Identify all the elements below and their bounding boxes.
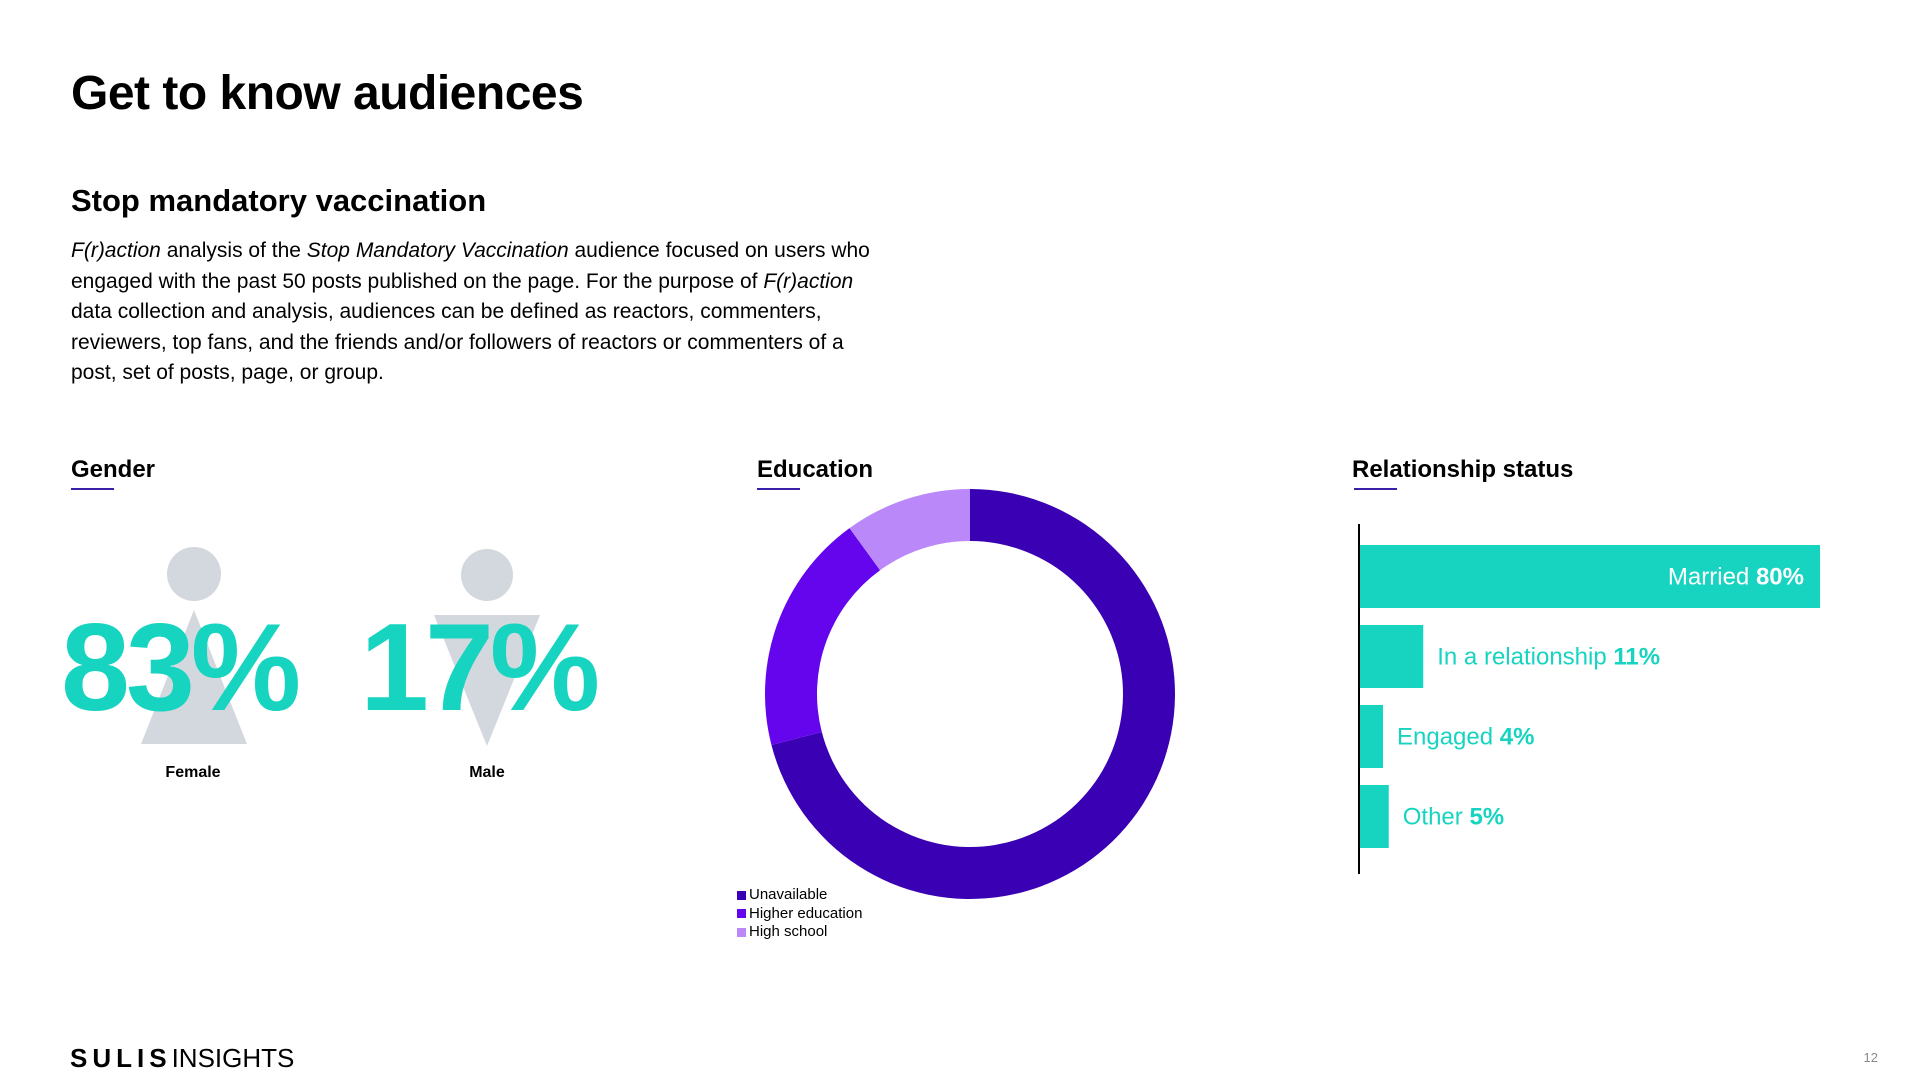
- description-part-2: analysis of the: [160, 239, 307, 262]
- description-fraction-2: F(r)action: [763, 269, 854, 293]
- legend-item-unavailable: Unavailable: [737, 886, 862, 905]
- female-figure-icon: [141, 547, 247, 744]
- legend-swatch-higher-education: [737, 909, 746, 919]
- legend-label-unavailable: Unavailable: [749, 886, 828, 903]
- gender-title: Gender: [71, 456, 156, 483]
- legend-item-higher-education: Higher education: [737, 905, 862, 924]
- female-label: Female: [165, 764, 221, 781]
- bar-in-a-relationship: [1360, 625, 1424, 688]
- description-page-name: Stop Mandatory Vaccination: [306, 239, 569, 262]
- brand-bold: SULIS: [70, 1043, 172, 1073]
- male-figure-icon: [434, 549, 540, 746]
- legend-label-higher-education: Higher education: [749, 904, 863, 922]
- page-number: 12: [1863, 1050, 1878, 1065]
- bar-value-other: 5%: [1469, 804, 1504, 831]
- legend-item-high-school: High school: [737, 923, 862, 942]
- bar-value-married: 80%: [1756, 564, 1804, 591]
- legend-swatch-unavailable: [737, 890, 746, 900]
- bar-engaged: [1360, 705, 1383, 768]
- bar-category-married: Married: [1668, 564, 1756, 591]
- description: F(r)action analysis of the Stop Mandator…: [71, 236, 871, 389]
- brand-logo: SULISINSIGHTS: [70, 1043, 294, 1074]
- donut-slice-higher-education: [765, 528, 881, 745]
- bar-label-other: Other 5%: [1403, 804, 1504, 831]
- education-title: Education: [757, 456, 874, 483]
- description-fraction-1: F(r)action: [71, 239, 161, 262]
- education-donut-chart: [765, 489, 1175, 899]
- bar-married: [1360, 545, 1820, 608]
- relationship-underline: [1354, 488, 1397, 490]
- legend-swatch-high-school: [737, 927, 746, 937]
- bar-label-in-a-relationship: In a relationship 11%: [1437, 644, 1660, 671]
- bar-label-married: Married 80%: [1668, 564, 1804, 591]
- relationship-bar-chart: Married 80% In a relationship 11% Engaged …: [1358, 524, 1820, 874]
- description-part-6: data collection and analysis, audiences …: [71, 300, 844, 384]
- education-legend: Unavailable Higher education High school: [737, 886, 862, 942]
- bar-value-engaged: 4%: [1500, 724, 1535, 751]
- brand-thin: INSIGHTS: [171, 1043, 295, 1073]
- male-percentage: 17%: [360, 599, 600, 737]
- description-part-4: audience focused on users who engaged wi…: [71, 239, 870, 293]
- bar-label-engaged: Engaged 4%: [1397, 724, 1534, 751]
- relationship-title: Relationship status: [1352, 456, 1574, 483]
- bar-category-engaged: Engaged: [1397, 724, 1500, 751]
- donut-slice-high-school: [849, 489, 970, 571]
- gender-underline: [71, 488, 114, 490]
- bar-value-in-a-relationship: 11%: [1613, 644, 1660, 671]
- bar-other: [1360, 785, 1389, 848]
- education-underline: [757, 488, 800, 490]
- legend-label-high-school: High school: [749, 923, 828, 940]
- bar-category-in-a-relationship: In a relationship: [1437, 644, 1613, 671]
- female-percentage: 83%: [61, 599, 301, 737]
- page-subtitle: Stop mandatory vaccination: [71, 183, 487, 218]
- page-title: Get to know audiences: [71, 67, 584, 120]
- male-label: Male: [469, 764, 505, 781]
- bar-category-other: Other: [1403, 804, 1470, 831]
